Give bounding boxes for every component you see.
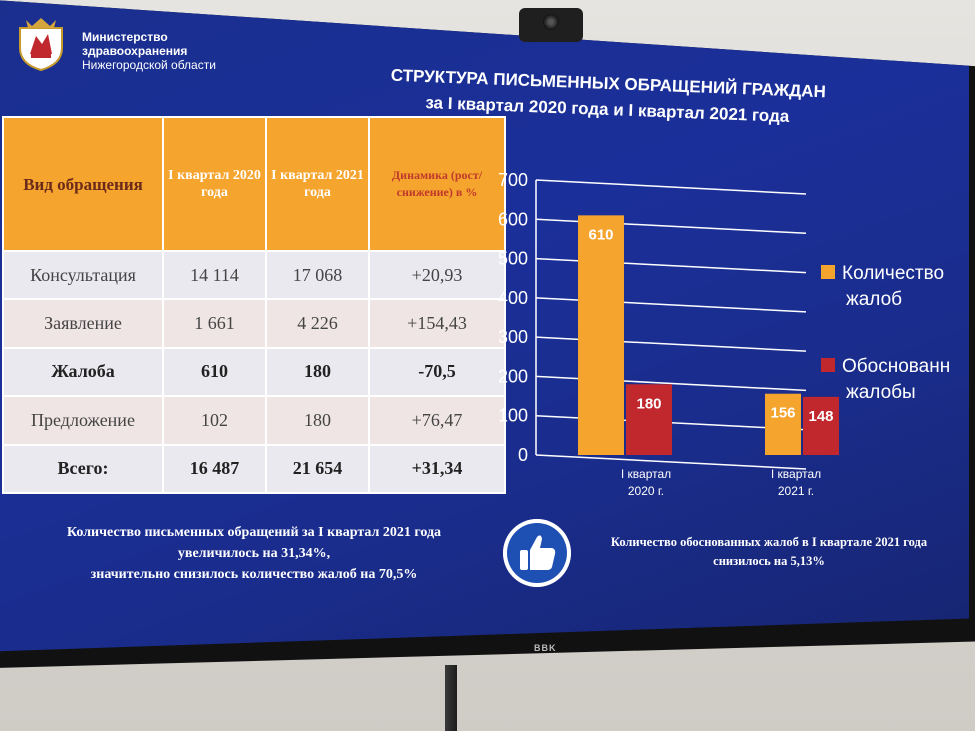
bar [803,396,839,455]
cell: 16 487 [162,443,267,495]
cell: +20,93 [368,249,506,301]
cell: -70,5 [368,346,506,398]
organization-name: Министерство здравоохранения Нижегородск… [82,30,216,72]
org-line-3: Нижегородской области [82,58,216,72]
cell: 4 226 [265,298,370,349]
appeals-table: Вид обращения I квартал 2020 года I квар… [2,116,506,495]
legend-swatch [821,358,835,372]
summary-right-line-1: Количество обоснованных жалоб в I кварта… [610,535,928,549]
data-label: 156 [770,405,795,422]
summary-left-line-3: значительно снизилось количество жалоб н… [90,567,418,582]
header-dynamics: Динамика (рост/ снижение) в % [368,116,506,252]
cell: 180 [265,346,370,398]
summary-left: Количество письменных обращений за I ква… [4,522,504,585]
header-q1-2020: I квартал 2020 года [162,116,267,252]
thumbs-up-icon [503,519,571,587]
data-label: 148 [808,408,833,425]
gridline [535,218,807,235]
gridline [535,454,807,470]
tv-bezel: Министерство здравоохранения Нижегородск… [0,0,975,668]
y-tick-label: 500 [498,249,528,269]
summary-left-line-1: Количество письменных обращений за I ква… [66,525,442,540]
complaints-bar-chart: 0 100 200 300 400 500 600 700 610 180 I квартал 202… [498,170,950,498]
cell: Заявление [2,298,164,349]
cell: 1 661 [162,298,267,349]
tv-brand-logo: BBK [534,643,557,653]
org-line-1: Министерство [82,30,168,44]
summary-left-line-2: увеличилось на 31,34%, [177,546,331,561]
legend-swatch [821,265,835,279]
tv-stand [445,665,457,731]
cell: 21 654 [265,443,370,495]
y-tick-label: 0 [518,445,528,465]
cell: 610 [162,346,267,398]
data-label: 180 [636,395,661,412]
cell: Всего: [2,443,164,495]
y-tick-label: 600 [498,209,528,229]
cell: +154,43 [368,298,506,349]
cell: Консультация [2,249,164,301]
cell: 102 [162,395,267,446]
x-tick-label: 2020 г. [628,484,664,498]
gridline [535,179,807,195]
table-row-total: Всего: 16 487 21 654 +31,34 [2,443,506,495]
y-tick-label: 100 [498,406,528,426]
bar [765,393,801,455]
legend-label: жалобы [846,382,916,403]
legend-label: жалоб [846,289,902,310]
table-row: Консультация 14 114 17 068 +20,93 [2,249,506,301]
org-line-2: здравоохранения [82,44,188,58]
summary-right-line-2: снизилось на 5,13% [713,554,825,568]
cell: Предложение [2,395,164,446]
legend-label: Обоснованн [842,356,950,377]
gridline [535,257,807,274]
webcam-lens [543,14,559,30]
summary-right: Количество обоснованных жалоб в I кварта… [579,533,959,571]
y-tick-label: 300 [498,327,528,347]
y-tick-label: 700 [498,170,528,190]
header-type: Вид обращения [2,116,164,252]
table-row: Жалоба 610 180 -70,5 [2,346,506,398]
presentation-slide: Министерство здравоохранения Нижегородск… [0,0,969,652]
table-row: Заявление 1 661 4 226 +154,43 [2,298,506,349]
y-tick-label: 200 [498,366,528,386]
bar [626,384,672,455]
cell: +76,47 [368,395,506,446]
table-row: Предложение 102 180 +76,47 [2,395,506,446]
x-tick-label: I квартал [771,467,821,481]
coat-of-arms-icon [19,18,63,72]
cell: +31,34 [368,443,506,495]
x-tick-label: 2021 г. [778,484,814,498]
bar [578,215,624,455]
y-tick-label: 400 [498,288,528,308]
legend-label: Количество [842,263,944,284]
data-label: 610 [588,226,613,243]
gridline [535,297,807,313]
x-tick-label: I квартал [621,467,671,481]
cell: 17 068 [265,249,370,301]
gridline [535,336,807,352]
cell: 14 114 [162,249,267,301]
table-header-row: Вид обращения I квартал 2020 года I квар… [2,116,506,252]
header-q1-2021: I квартал 2021 года [265,116,370,252]
cell: Жалоба [2,346,164,398]
cell: 180 [265,395,370,446]
